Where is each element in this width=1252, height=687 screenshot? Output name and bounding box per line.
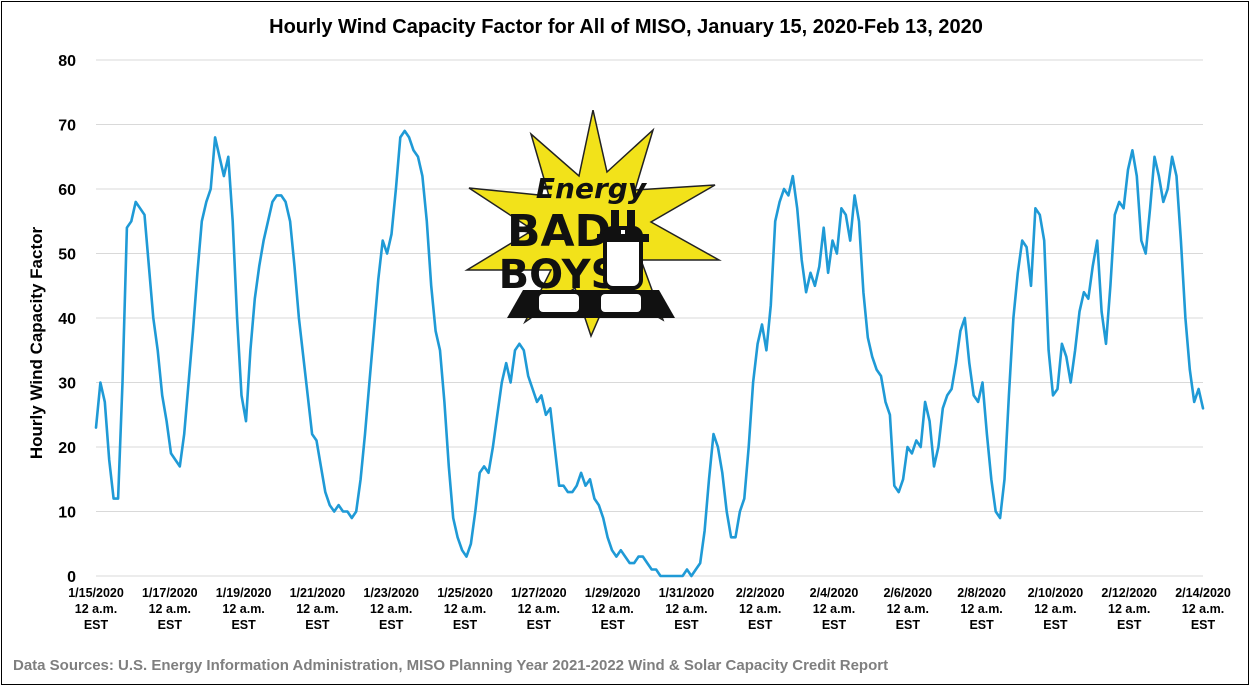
y-tick-label: 40 (58, 311, 76, 328)
logo-starburst (464, 109, 722, 339)
logo-word-energy: Energy (536, 172, 648, 205)
x-tick-label: 1/23/2020 12 a.m. EST (363, 586, 419, 632)
logo-graphic: Energy BAD BOYS (464, 109, 722, 339)
y-tick-label: 10 (58, 505, 76, 522)
x-tick-label: 1/15/2020 12 a.m. EST (68, 586, 124, 632)
x-tick-label: 2/2/2020 12 a.m. EST (736, 586, 785, 632)
series-line (94, 129, 1205, 578)
x-tick-label: 2/8/2020 12 a.m. EST (957, 586, 1006, 632)
energy-bad-boys-logo: Energy BAD BOYS (463, 109, 723, 340)
x-tick-label: 1/31/2020 12 a.m. EST (659, 586, 715, 632)
chart-title: Hourly Wind Capacity Factor for All of M… (269, 16, 983, 38)
y-tick-label: 50 (58, 247, 76, 264)
y-tick-labels: 0 10 20 30 40 50 60 70 80 (58, 53, 76, 586)
x-tick-label: 2/4/2020 12 a.m. EST (810, 586, 859, 632)
x-tick-labels: 1/15/2020 12 a.m. EST 1/17/2020 12 a.m. EST 1/… (68, 586, 1231, 632)
x-tick-label: 2/14/2020 12 a.m. EST (1175, 586, 1231, 632)
y-tick-label: 60 (58, 182, 76, 199)
y-tick-label: 0 (67, 569, 76, 586)
y-tick-label: 30 (58, 376, 76, 393)
y-tick-label: 70 (58, 118, 76, 135)
x-tick-label: 2/6/2020 12 a.m. EST (883, 586, 932, 632)
x-tick-label: 2/12/2020 12 a.m. EST (1101, 586, 1157, 632)
logo-word-bad: BAD (507, 206, 611, 257)
x-tick-label: 1/27/2020 12 a.m. EST (511, 586, 567, 632)
data-source-note: Data Sources: U.S. Energy Information Ad… (13, 657, 889, 674)
x-tick-label: 1/25/2020 12 a.m. EST (437, 586, 493, 632)
y-tick-label: 20 (58, 440, 76, 457)
y-tick-label: 80 (58, 53, 76, 70)
x-tick-label: 1/17/2020 12 a.m. EST (142, 586, 198, 632)
outlet-icon (507, 290, 675, 318)
x-tick-label: 1/29/2020 12 a.m. EST (585, 586, 641, 632)
x-tick-label: 2/10/2020 12 a.m. EST (1028, 586, 1084, 632)
plug-icon (597, 210, 649, 290)
x-tick-label: 1/21/2020 12 a.m. EST (290, 586, 346, 632)
x-tick-label: 1/19/2020 12 a.m. EST (216, 586, 272, 632)
